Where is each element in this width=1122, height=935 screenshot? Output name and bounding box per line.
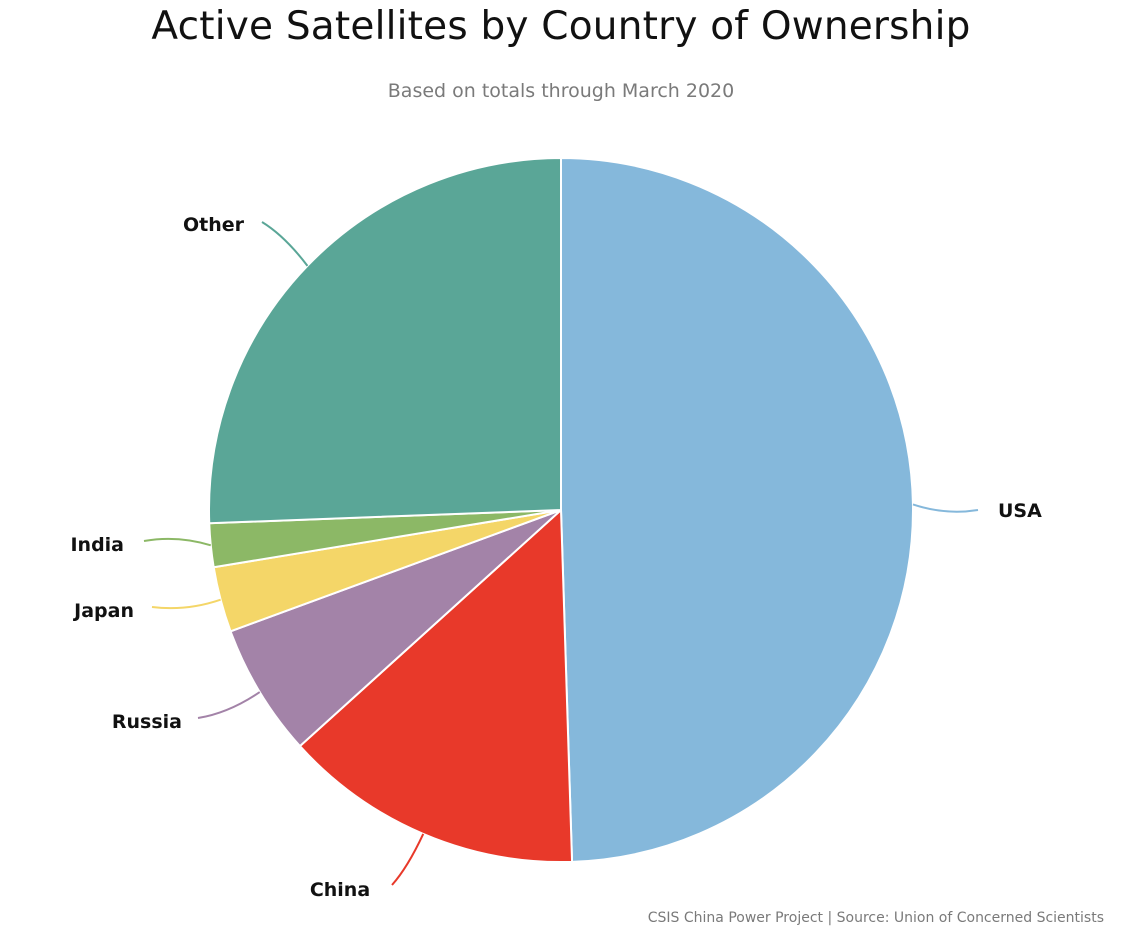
leader-line-russia [197,691,261,719]
pie-slice-other [208,156,562,525]
slice-label-russia: Russia [112,711,182,733]
pie-slices [208,156,914,863]
leader-line-india [143,537,212,547]
pie-slice-china [298,507,574,863]
pie-slice-usa [560,156,914,863]
leader-line-china [391,833,425,886]
pie-leader-lines [143,221,979,886]
chart-title: Active Satellites by Country of Ownershi… [151,4,971,49]
slice-label-china: China [310,879,370,901]
slice-label-usa: USA [998,500,1042,522]
chart-source-note: CSIS China Power Project | Source: Union… [647,910,1104,926]
leader-line-other [261,221,309,267]
pie-labels: USA China Russia Japan India Other [70,214,1042,901]
slice-label-india: India [70,534,124,556]
slice-label-japan: Japan [72,600,134,622]
leader-line-japan [151,598,221,610]
leader-line-usa [912,503,979,513]
chart-subtitle: Based on totals through March 2020 [387,80,735,102]
pie-slice-russia [229,509,562,748]
slice-label-other: Other [183,214,245,236]
